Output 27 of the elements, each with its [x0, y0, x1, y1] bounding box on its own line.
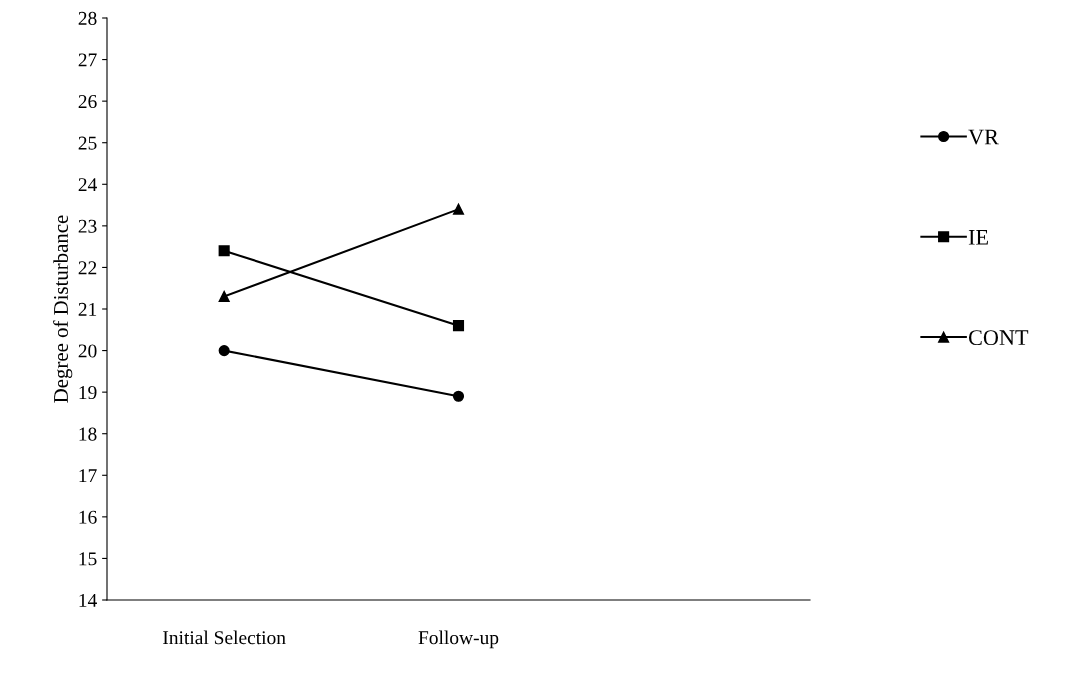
- y-tick-label: 15: [79, 552, 97, 566]
- y-tick-label: 19: [79, 386, 97, 400]
- y-tick-label: 20: [78, 344, 97, 358]
- x-tick-label: Follow-up: [418, 630, 499, 649]
- point: [218, 345, 230, 357]
- y-tick-label: 25: [78, 136, 97, 150]
- y-tick-label: 23: [78, 219, 97, 233]
- x-tick-label: Initial Selection: [163, 630, 286, 645]
- y-tick-label: 18: [79, 427, 97, 441]
- y-tick-label: 17: [79, 469, 97, 483]
- legend-label: CONT: [968, 330, 1029, 346]
- y-tick-label: 21: [78, 302, 97, 316]
- legend-label: VR: [968, 129, 999, 145]
- y-tick-label: 22: [78, 261, 97, 275]
- point: [452, 203, 465, 215]
- point: [452, 390, 465, 402]
- y-axis-title: Degree of Disturbance: [53, 215, 73, 403]
- y-tick-label: 14: [79, 593, 97, 607]
- point: [452, 320, 465, 332]
- y-tick-label: 28: [78, 11, 97, 25]
- legend-label: IE: [968, 230, 988, 245]
- y-tick-label: 26: [78, 95, 97, 109]
- point: [218, 245, 230, 257]
- point: [218, 290, 230, 303]
- y-tick-label: 24: [78, 178, 97, 192]
- y-tick-label: 27: [78, 53, 97, 67]
- y-tick-label: 16: [79, 510, 97, 524]
